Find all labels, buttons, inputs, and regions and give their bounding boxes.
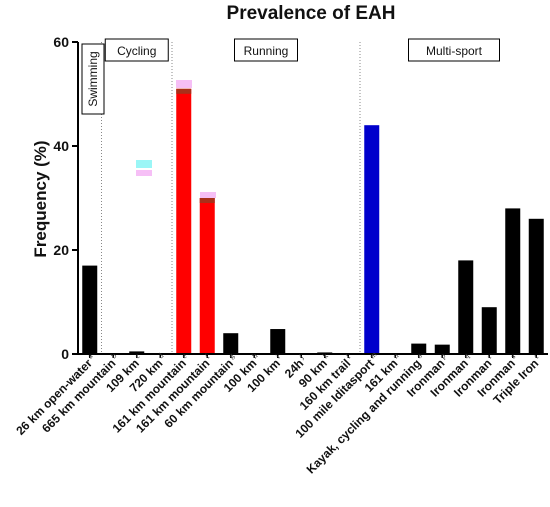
x-tick-superscript: b xyxy=(109,351,118,360)
bar xyxy=(434,344,450,354)
x-tick-superscript: s xyxy=(509,352,518,361)
y-tick-label: 40 xyxy=(53,138,69,154)
bar xyxy=(364,125,380,354)
y-tick-label: 60 xyxy=(53,34,69,50)
bar xyxy=(411,343,427,354)
y-axis-label: Frequency (%) xyxy=(31,140,50,257)
x-tick-superscript: l xyxy=(344,352,352,360)
bars xyxy=(82,88,544,355)
x-tick-superscript: c xyxy=(133,351,142,360)
y-tick-label: 0 xyxy=(61,346,69,362)
group-box xyxy=(234,38,298,62)
group-label: Swimming xyxy=(86,51,100,106)
group-labels: Swimming Cycling Running Multi-sport xyxy=(81,38,500,115)
x-tick-superscript: j xyxy=(296,353,305,362)
group-box xyxy=(104,38,169,62)
group-dividers xyxy=(101,42,361,354)
bar-cap xyxy=(176,88,192,94)
x-tick-superscript: i xyxy=(274,352,282,360)
x-tick-superscript: h xyxy=(250,351,259,360)
decor-patch xyxy=(136,170,152,176)
group-box xyxy=(81,43,105,115)
bar xyxy=(129,351,145,354)
x-tick-superscript: e xyxy=(180,351,189,360)
x-tick-superscript: q xyxy=(462,351,471,360)
x-tick-superscript: m xyxy=(368,349,379,360)
decor-patch xyxy=(136,160,152,168)
bar xyxy=(528,218,544,354)
bar xyxy=(223,333,239,354)
decor-patch xyxy=(200,192,216,198)
bar xyxy=(176,88,192,355)
bar xyxy=(82,265,98,354)
x-tick-superscript: o xyxy=(415,351,424,360)
group-label: Multi-sport xyxy=(426,44,483,58)
background-decorations xyxy=(136,80,216,198)
bar xyxy=(505,208,521,354)
bar-cap xyxy=(199,198,215,203)
x-tick-superscript: g xyxy=(227,351,236,360)
chart-title: Prevalence of EAH xyxy=(227,3,396,24)
group-label: Running xyxy=(244,44,289,58)
decor-patch xyxy=(176,80,192,88)
bar xyxy=(458,260,474,354)
bar xyxy=(199,198,215,354)
x-tick-superscript: k xyxy=(321,351,330,360)
x-tick-superscript: d xyxy=(156,351,165,360)
group-box xyxy=(408,38,500,62)
bar xyxy=(270,329,286,354)
x-tick-superscript: n xyxy=(391,351,400,360)
x-tick-superscript: r xyxy=(485,352,493,360)
axes xyxy=(77,42,548,355)
x-tick-superscript: t xyxy=(532,352,540,360)
x-tick-superscript: a xyxy=(86,351,95,360)
x-tick-superscript: p xyxy=(438,351,447,360)
y-ticks: 0 20 40 60 xyxy=(53,34,78,362)
bar xyxy=(481,307,497,354)
y-tick-label: 20 xyxy=(53,242,69,258)
group-label: Cycling xyxy=(117,44,156,58)
x-tick-superscript: f xyxy=(203,352,211,360)
